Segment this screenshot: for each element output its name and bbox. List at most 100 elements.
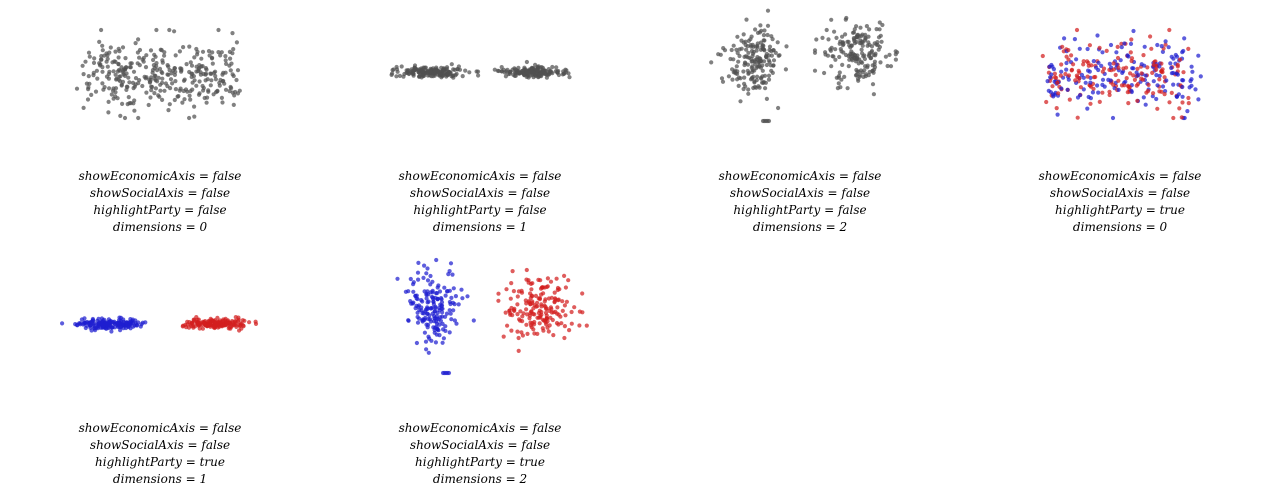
party-b-point xyxy=(584,323,589,328)
voter-point xyxy=(100,43,105,48)
voter-point xyxy=(495,68,500,73)
party-b-point xyxy=(518,318,523,323)
party-a-point xyxy=(115,320,120,326)
voter-point xyxy=(152,76,157,81)
voter-point xyxy=(194,46,199,52)
voter-point xyxy=(133,76,139,81)
voter-point xyxy=(859,47,864,52)
voter-point xyxy=(95,76,100,81)
voter-point xyxy=(742,60,748,65)
voter-point xyxy=(761,33,766,38)
party-a-point xyxy=(424,271,429,276)
party-a-point xyxy=(425,305,430,310)
voter-point xyxy=(757,85,762,90)
party-a-point xyxy=(1095,83,1100,88)
panel-4: showEconomicAxis = false showSocialAxis … xyxy=(960,0,1280,252)
party-b-point xyxy=(542,299,547,304)
party-a-point xyxy=(1085,46,1090,52)
party-b-point xyxy=(1135,66,1140,71)
voter-point xyxy=(80,63,85,68)
voter-point xyxy=(870,82,876,87)
party-a-point xyxy=(88,320,93,325)
party-b-point xyxy=(526,280,531,285)
voter-point xyxy=(741,32,746,37)
party-b-point xyxy=(1154,67,1159,72)
party-a-point xyxy=(439,306,444,311)
party-b-point xyxy=(505,323,510,328)
voter-point xyxy=(121,68,126,73)
voter-point xyxy=(106,110,111,115)
party-a-point xyxy=(442,285,447,290)
party-a-point xyxy=(425,325,430,330)
party-a-point xyxy=(435,285,440,290)
party-a-point xyxy=(95,324,100,329)
party-a-point xyxy=(403,289,408,294)
voter-point xyxy=(132,108,137,113)
scatter-plot xyxy=(74,27,242,121)
voter-point xyxy=(113,90,118,95)
voter-point xyxy=(126,75,131,80)
voter-point xyxy=(120,45,126,50)
voter-point xyxy=(112,59,117,64)
voter-point xyxy=(822,70,827,76)
voter-point xyxy=(766,118,772,124)
voter-point xyxy=(866,34,871,39)
caption-economic-axis: showEconomicAxis = false xyxy=(398,421,562,435)
party-a-point xyxy=(438,315,443,320)
party-b-point xyxy=(510,269,515,274)
voter-point xyxy=(742,75,747,80)
voter-point xyxy=(160,70,165,76)
voter-point xyxy=(530,70,535,75)
party-a-point xyxy=(1119,45,1124,50)
voter-point xyxy=(105,64,110,69)
party-a-point xyxy=(438,302,443,307)
caption-dimensions: dimensions = 2 xyxy=(752,220,848,234)
voter-point xyxy=(734,47,739,52)
voter-point xyxy=(87,54,92,59)
party-a-point xyxy=(451,286,456,291)
caption-dimensions: dimensions = 1 xyxy=(112,472,208,486)
party-a-point xyxy=(445,289,450,294)
party-b-point xyxy=(208,316,213,321)
voter-point xyxy=(762,28,767,33)
party-a-point xyxy=(415,296,420,302)
voter-point xyxy=(151,57,156,63)
voter-point xyxy=(455,67,460,72)
party-a-point xyxy=(429,294,434,299)
voter-point xyxy=(883,54,888,59)
party-b-point xyxy=(247,320,252,325)
party-b-point xyxy=(537,308,542,313)
voter-point xyxy=(555,70,560,75)
voter-point xyxy=(115,69,120,74)
party-a-point xyxy=(1096,90,1101,95)
voter-point xyxy=(410,71,415,76)
voter-point xyxy=(150,84,155,90)
caption-dimensions: dimensions = 1 xyxy=(432,220,528,234)
voter-point xyxy=(187,44,192,49)
voter-point xyxy=(837,70,842,75)
voter-point xyxy=(745,44,750,49)
voter-point xyxy=(213,73,218,79)
party-b-point xyxy=(520,314,525,319)
party-b-point xyxy=(1063,71,1068,77)
voter-point xyxy=(758,23,763,28)
party-a-point xyxy=(1064,67,1069,72)
voter-point xyxy=(837,41,842,46)
party-a-point xyxy=(1094,65,1099,70)
voter-point xyxy=(846,39,851,44)
voter-point xyxy=(840,34,845,39)
caption-social-axis: showSocialAxis = false xyxy=(89,186,231,200)
voter-point xyxy=(152,73,157,78)
party-b-point xyxy=(541,291,546,296)
voter-point xyxy=(97,61,102,66)
voter-point xyxy=(124,65,129,70)
party-a-point xyxy=(1189,64,1194,69)
voter-point xyxy=(524,70,530,75)
party-a-point xyxy=(416,277,421,282)
party-b-point xyxy=(541,318,547,323)
party-b-point xyxy=(580,310,585,315)
voter-point xyxy=(766,77,772,82)
party-a-point xyxy=(446,272,451,277)
party-a-point xyxy=(1130,66,1135,71)
party-a-point xyxy=(1174,54,1180,59)
